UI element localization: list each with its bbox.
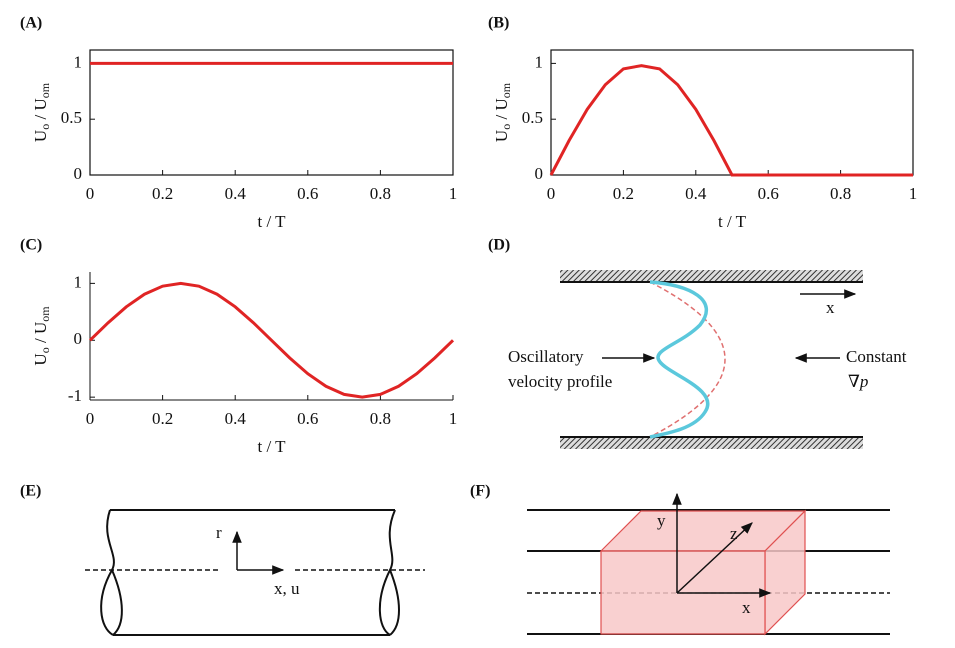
y-axis-label-part: o	[499, 124, 513, 130]
y-axis-label: Uo / Uom	[31, 82, 52, 142]
x-tick-label: 1	[449, 184, 458, 203]
y-tick-label: 0	[74, 329, 83, 348]
label: Oscillatory	[508, 347, 584, 366]
x-tick-label: 0.6	[758, 184, 779, 203]
arrow	[676, 522, 753, 594]
panel-f: (F) y z x	[470, 483, 890, 636]
x-axis-label: t / T	[257, 437, 286, 456]
y-axis-label-part: U	[31, 130, 50, 142]
y-axis-label-part: U	[492, 130, 511, 142]
panel-label: (F)	[470, 483, 490, 500]
x-tick-label: 0.6	[297, 184, 318, 203]
x-tick-label: 0.8	[370, 409, 391, 428]
x-tick-label: 1	[449, 409, 458, 428]
y-axis-label: Uo / Uom	[31, 306, 52, 366]
x-tick-label: 0.8	[830, 184, 851, 203]
panel-label: (E)	[20, 483, 41, 500]
y-axis-label-part: U	[31, 353, 50, 365]
x-axis-label: t / T	[718, 212, 747, 231]
x-tick-label: 0.4	[225, 409, 247, 428]
panel-d: (D) x Oscillatory velocity profile Const…	[488, 237, 907, 449]
panel-label: (D)	[488, 237, 510, 254]
x-tick-label: 0.2	[613, 184, 634, 203]
panel-label: (C)	[20, 237, 42, 254]
y-axis-label-part: / U	[31, 98, 50, 124]
label: ∇p	[848, 372, 868, 391]
x-tick-label: 0.4	[225, 184, 247, 203]
label: Constant	[846, 347, 907, 366]
parabolic-profile	[649, 281, 726, 438]
oscillatory-profile	[649, 280, 710, 439]
x-tick-label: 0.4	[685, 184, 707, 203]
axis-label: x	[742, 598, 751, 617]
x-tick-label: 0	[86, 409, 95, 428]
axis-label: z	[730, 524, 738, 543]
label-part: ∇	[848, 372, 860, 391]
y-tick-label: 1	[535, 52, 544, 71]
y-axis-label-part: / U	[492, 98, 511, 124]
box	[599, 509, 807, 636]
y-tick-label: 1	[74, 52, 83, 71]
y-tick-label: 0.5	[61, 108, 82, 127]
x-tick-label: 0	[86, 184, 95, 203]
y-axis-label: Uo / Uom	[492, 82, 513, 142]
data-line	[88, 281, 455, 399]
y-axis-label-part: o	[38, 124, 52, 130]
y-tick-label: 1	[74, 272, 83, 291]
plot-frame	[550, 49, 914, 176]
y-tick-label: 0	[535, 164, 544, 183]
axis-label: r	[216, 523, 222, 542]
y-axis-label-part: om	[38, 82, 52, 98]
y-axis-label-part: / U	[31, 322, 50, 348]
chart: (B) 0 0.2 0.4 0.6 0.8 1 0 0.5 1 t / T Uo / Uom	[488, 15, 917, 231]
y-tick-label: -1	[68, 386, 82, 405]
panel-label: (B)	[488, 15, 509, 32]
axis-label: x	[826, 298, 835, 317]
data-line	[549, 64, 913, 177]
y-axis-label-part: om	[499, 82, 513, 98]
y-axis-label-part: o	[38, 347, 52, 353]
x-tick-label: 0.8	[370, 184, 391, 203]
x-tick-label: 0.2	[152, 409, 173, 428]
panel-label: (A)	[20, 15, 42, 32]
wall	[560, 437, 863, 449]
wall	[560, 270, 863, 282]
plot-frame	[89, 49, 454, 176]
pipe-end	[100, 509, 123, 636]
x-tick-label: 0	[547, 184, 556, 203]
chart: (A) 0 0.2 0.4 0.6 0.8 1 0 0.5 1 t / T Uo / Uom	[20, 15, 457, 231]
y-tick-label: 0.5	[522, 108, 543, 127]
label-part: p	[859, 372, 869, 391]
label: velocity profile	[508, 372, 612, 391]
axis-label: y	[657, 511, 666, 530]
y-axis-label-part: om	[38, 306, 52, 322]
x-tick-label: 0.6	[297, 409, 318, 428]
x-tick-label: 1	[909, 184, 918, 203]
axis-label: x, u	[274, 579, 300, 598]
panel-e: (E) r x, u	[20, 483, 425, 636]
y-tick-label: 0	[74, 164, 83, 183]
x-axis-label: t / T	[257, 212, 286, 231]
pipe-end	[378, 509, 400, 636]
x-tick-label: 0.2	[152, 184, 173, 203]
